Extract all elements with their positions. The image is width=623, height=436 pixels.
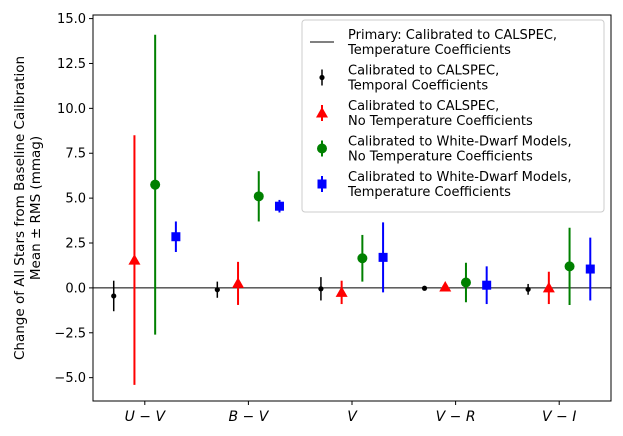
data-point [335,286,348,297]
data-point [111,293,117,299]
legend-label-line2: No Temperature Coefficients [348,150,533,165]
legend-label-line1: Calibrated to White-Dwarf Models, [348,135,572,150]
x-tick-label: U − V [125,409,167,425]
data-point [318,286,324,292]
x-tick-label: V [347,409,358,425]
legend-label-line1: Calibrated to White-Dwarf Models, [348,170,572,185]
legend-label-line1: Calibrated to CALSPEC, [348,64,499,79]
legend-label-line1: Calibrated to CALSPEC, [348,99,499,114]
y-tick-label: 12.5 [57,57,86,72]
data-point [460,277,471,288]
data-point [274,201,284,211]
y-tick-label: 5.0 [65,192,86,207]
y-tick-label: −5.0 [54,371,86,386]
legend-label-line1: Primary: Calibrated to CALSPEC, [348,28,557,43]
legend-label-line2: Temperature Coefficients [347,185,511,200]
data-point [542,281,555,293]
legend-label-line2: Temperature Coefficients [347,43,511,58]
legend-handle-marker [317,143,327,154]
y-tick-label: 7.5 [65,147,86,162]
y-tick-label: 0.0 [65,281,86,296]
legend-label-line2: No Temperature Coefficients [348,114,533,129]
data-point [378,252,388,262]
y-tick-label: 2.5 [65,237,86,252]
y-tick-label: 15.0 [57,12,86,27]
data-point [171,232,181,242]
data-point [482,280,492,290]
data-point [585,264,595,274]
y-axis-label: Change of All Stars from Baseline Calibr… [12,56,44,360]
legend-label-line2: Temporal Coefficients [347,79,488,94]
data-point [421,285,428,291]
data-point [253,191,264,202]
x-tick-label: V − R [436,409,476,425]
legend-box [301,19,605,213]
y-axis-label-line2: Mean ± RMS (mmag) [28,136,44,280]
x-tick-label: B − V [228,409,269,425]
data-point [232,277,245,288]
data-point [128,254,141,265]
data-point [214,287,220,293]
data-point [564,261,575,272]
data-point [439,280,452,292]
data-point [150,179,161,190]
plot-area: −5.0 −2.5 0.0 2.5 5.0 7.5 10.0 12.5 15.0 U − V B −… [54,12,612,425]
legend-handle-marker [316,107,328,118]
legend-handle-marker [317,179,327,189]
y-axis-label-line1: Change of All Stars from Baseline Calibr… [12,56,28,360]
legend: Primary: Calibrated to CALSPEC,Temperatu… [301,19,605,213]
x-tick-label: V − I [542,409,576,425]
legend-handle-marker [319,74,325,81]
y-tick-label: −2.5 [54,326,86,341]
data-point [525,286,531,292]
y-tick-label: 10.0 [57,102,86,117]
data-point [357,253,368,264]
